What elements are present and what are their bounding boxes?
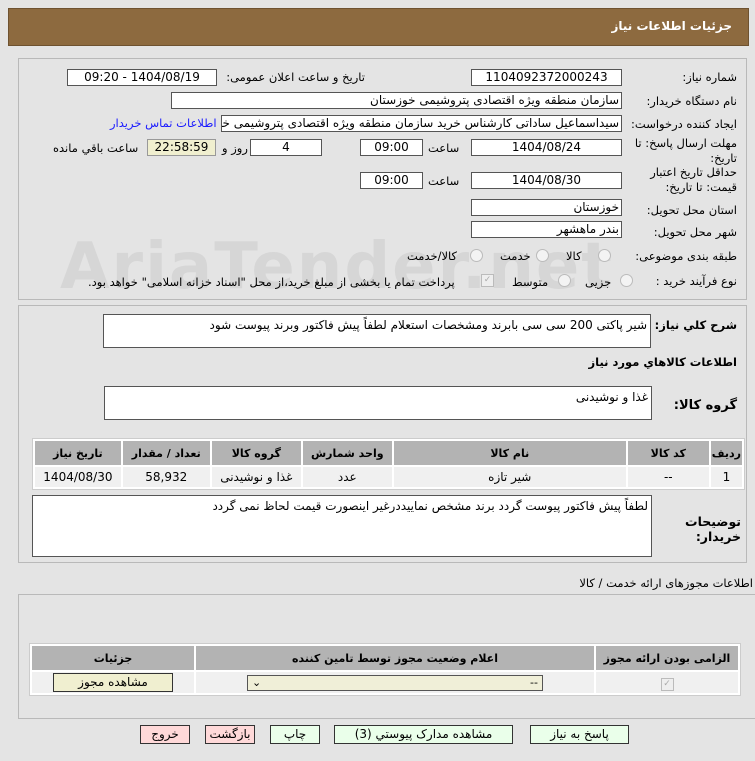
validity-time-field: 09:00 [360,172,423,189]
creator-field: سیداسماعیل ساداتی کارشناس خرید سازمان من… [221,115,622,132]
category-radio-both[interactable] [470,249,483,262]
required-checkbox: ✓ [660,677,674,691]
select-value: -- [530,676,538,689]
announce-field: 1404/08/19 - 09:20 [67,69,217,86]
chevron-down-icon: ⌄ [252,676,262,689]
watermark-logo: AriaTender.net [60,230,614,304]
col-code: کد کالا [627,441,709,465]
remaining-time: 22:58:59 [147,139,216,156]
table-row: 1 -- شیر تازه عدد غذا و نوشیدنی 58,932 1… [35,467,742,487]
need-number-label: شماره نیاز: [682,70,737,84]
province-label: استان محل تحویل: [646,203,737,217]
remaining-label: ساعت باقي مانده [53,141,139,155]
permits-panel [18,594,755,719]
cell-unit: عدد [302,467,392,487]
cell-group: غذا و نوشیدنی [211,467,301,487]
description-textarea[interactable]: شیر پاکتی 200 سی سی بابرند ومشخصات استعل… [103,314,651,348]
header-bar: جزئيات اطلاعات نياز [8,8,749,46]
days-label: روز و [222,141,248,155]
permits-heading: اطلاعات مجوزهای ارائه خدمت / کالا [579,576,753,590]
buyer-notes-label: توضیحات خریدار: [685,514,741,544]
col-unit: واحد شمارش [302,441,392,465]
col-qty: تعداد / مقدار [122,441,210,465]
validity-label: حداقل تاریخ اعتبار قیمت: تا تاریخ: [650,165,737,194]
process-label: نوع فرآیند خرید : [655,274,737,288]
process-medium-label: متوسط [512,275,549,289]
goods-heading: اطلاعات كالاهاي مورد نياز [588,355,737,369]
announce-label: تاریخ و ساعت اعلان عمومی: [226,70,365,84]
permits-table-header: الزامی بودن ارائه مجوز اعلام وضعیت مجوز … [32,646,738,670]
reply-button[interactable]: پاسخ به نیاز [530,725,629,744]
buyer-label: نام دستگاه خریدار: [646,94,737,108]
col-required: الزامی بودن ارائه مجوز [596,646,738,670]
exit-button[interactable]: خروج [140,725,190,744]
payment-note: پرداخت تمام یا بخشی از مبلغ خرید،از محل … [88,275,455,289]
time-label: ساعت [428,141,460,155]
goods-table: ردیف کد کالا نام کالا واحد شمارش گروه کا… [32,438,745,490]
city-label: شهر محل تحویل: [653,225,737,239]
validity-date-field: 1404/08/30 [471,172,622,189]
col-group: گروه کالا [211,441,301,465]
col-status: اعلام وضعیت مجوز توسط تامین کننده [196,646,594,670]
goods-group-textarea[interactable]: غذا و نوشیدنی [104,386,652,420]
treasury-checkbox[interactable]: ✓ [481,274,494,287]
col-name: نام کالا [393,441,626,465]
process-radio-minor[interactable] [620,274,633,287]
creator-label: ایجاد کننده درخواست: [631,117,737,131]
province-field: خوزستان [471,199,622,216]
cell-qty: 58,932 [122,467,210,487]
permits-table: الزامی بودن ارائه مجوز اعلام وضعیت مجوز … [29,643,741,696]
category-radio-service[interactable] [536,249,549,262]
buyer-notes-textarea[interactable]: لطفاً پیش فاکتور پیوست گردد برند مشخص نم… [32,495,652,557]
days-field: 4 [250,139,322,156]
city-field: بندر ماهشهر [471,221,622,238]
time-label: ساعت [428,174,460,188]
deadline-time-field: 09:00 [360,139,423,156]
page-title: جزئيات اطلاعات نياز [611,19,732,33]
need-info-panel [18,58,747,300]
cell-row: 1 [710,467,742,487]
cell-name: شیر تازه [393,467,626,487]
col-row: ردیف [710,441,742,465]
cell-code: -- [627,467,709,487]
view-permit-button[interactable]: مشاهده مجوز [53,673,173,692]
category-service-label: خدمت [500,249,531,263]
goods-panel [18,305,747,563]
process-radio-medium[interactable] [558,274,571,287]
col-details: جزئیات [32,646,194,670]
permit-status-select[interactable]: -- ⌄ [247,674,543,691]
category-both-label: کالا/خدمت [407,249,458,263]
print-button[interactable]: چاپ [270,725,320,744]
table-row: ✓ -- ⌄ مشاهده مجوز [32,672,738,693]
contact-buyer-link[interactable]: اطلاعات تماس خریدار [110,116,217,130]
cell-date: 1404/08/30 [35,467,121,487]
description-label: شرح كلي نياز: [654,318,737,332]
attachments-button[interactable]: مشاهده مدارک پیوستي (3) [334,725,513,744]
back-button[interactable]: بازگشت [205,725,255,744]
goods-group-label: گروه کالا: [673,398,737,413]
goods-table-header: ردیف کد کالا نام کالا واحد شمارش گروه کا… [35,441,742,465]
deadline-date-field: 1404/08/24 [471,139,622,156]
buyer-field: سازمان منطقه ویژه اقتصادی پتروشیمی خوزست… [171,92,622,109]
process-minor-label: جزیی [585,275,612,289]
col-date: تاریخ نیاز [35,441,121,465]
category-goods-label: کالا [566,249,582,263]
category-radio-goods[interactable] [598,249,611,262]
deadline-label: مهلت ارسال پاسخ: تا تاریخ: [634,136,737,165]
need-number-field: 1104092372000243 [471,69,622,86]
category-label: طبقه بندی موضوعی: [635,249,737,263]
